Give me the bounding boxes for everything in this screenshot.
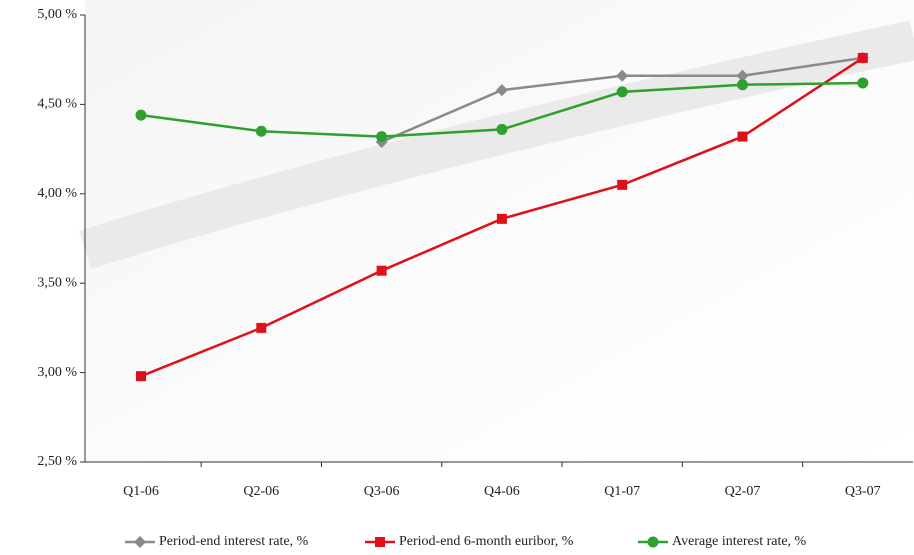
x-tick-label: Q2-07 <box>725 484 761 499</box>
data-point <box>737 131 748 142</box>
data-point <box>495 84 508 97</box>
y-tick-label: 4,00 % <box>37 186 77 201</box>
legend-marker <box>134 536 146 548</box>
data-point <box>736 69 749 82</box>
data-point <box>376 265 387 276</box>
data-point <box>376 131 388 143</box>
data-point <box>496 213 507 224</box>
x-tick-label: Q3-06 <box>364 484 400 499</box>
legend-label: Period-end interest rate, % <box>159 534 309 549</box>
x-tick-label: Q1-06 <box>123 484 159 499</box>
legend-marker <box>647 536 659 548</box>
x-tick-label: Q3-07 <box>845 484 881 499</box>
y-tick-label: 3,50 % <box>37 275 77 290</box>
x-tick-label: Q1-07 <box>604 484 640 499</box>
y-tick-label: 4,50 % <box>37 97 77 112</box>
data-point <box>857 77 869 89</box>
data-point <box>737 79 748 91</box>
data-point <box>256 322 267 333</box>
data-point <box>255 125 267 137</box>
legend-label: Average interest rate, % <box>672 534 807 549</box>
y-tick-label: 5,00 % <box>37 7 77 22</box>
y-tick-label: 3,00 % <box>37 365 77 380</box>
data-point <box>616 86 628 98</box>
data-point <box>136 371 146 382</box>
legend-marker <box>375 537 385 547</box>
data-point <box>617 179 628 190</box>
x-tick-label: Q4-06 <box>484 484 520 499</box>
data-point <box>616 69 629 82</box>
y-tick-label: 2,50 % <box>37 454 77 469</box>
data-point <box>857 52 868 63</box>
data-point <box>135 109 147 121</box>
legend-label: Period-end 6-month euribor, % <box>399 534 574 549</box>
data-point <box>496 123 508 135</box>
x-tick-label: Q2-06 <box>243 484 279 499</box>
